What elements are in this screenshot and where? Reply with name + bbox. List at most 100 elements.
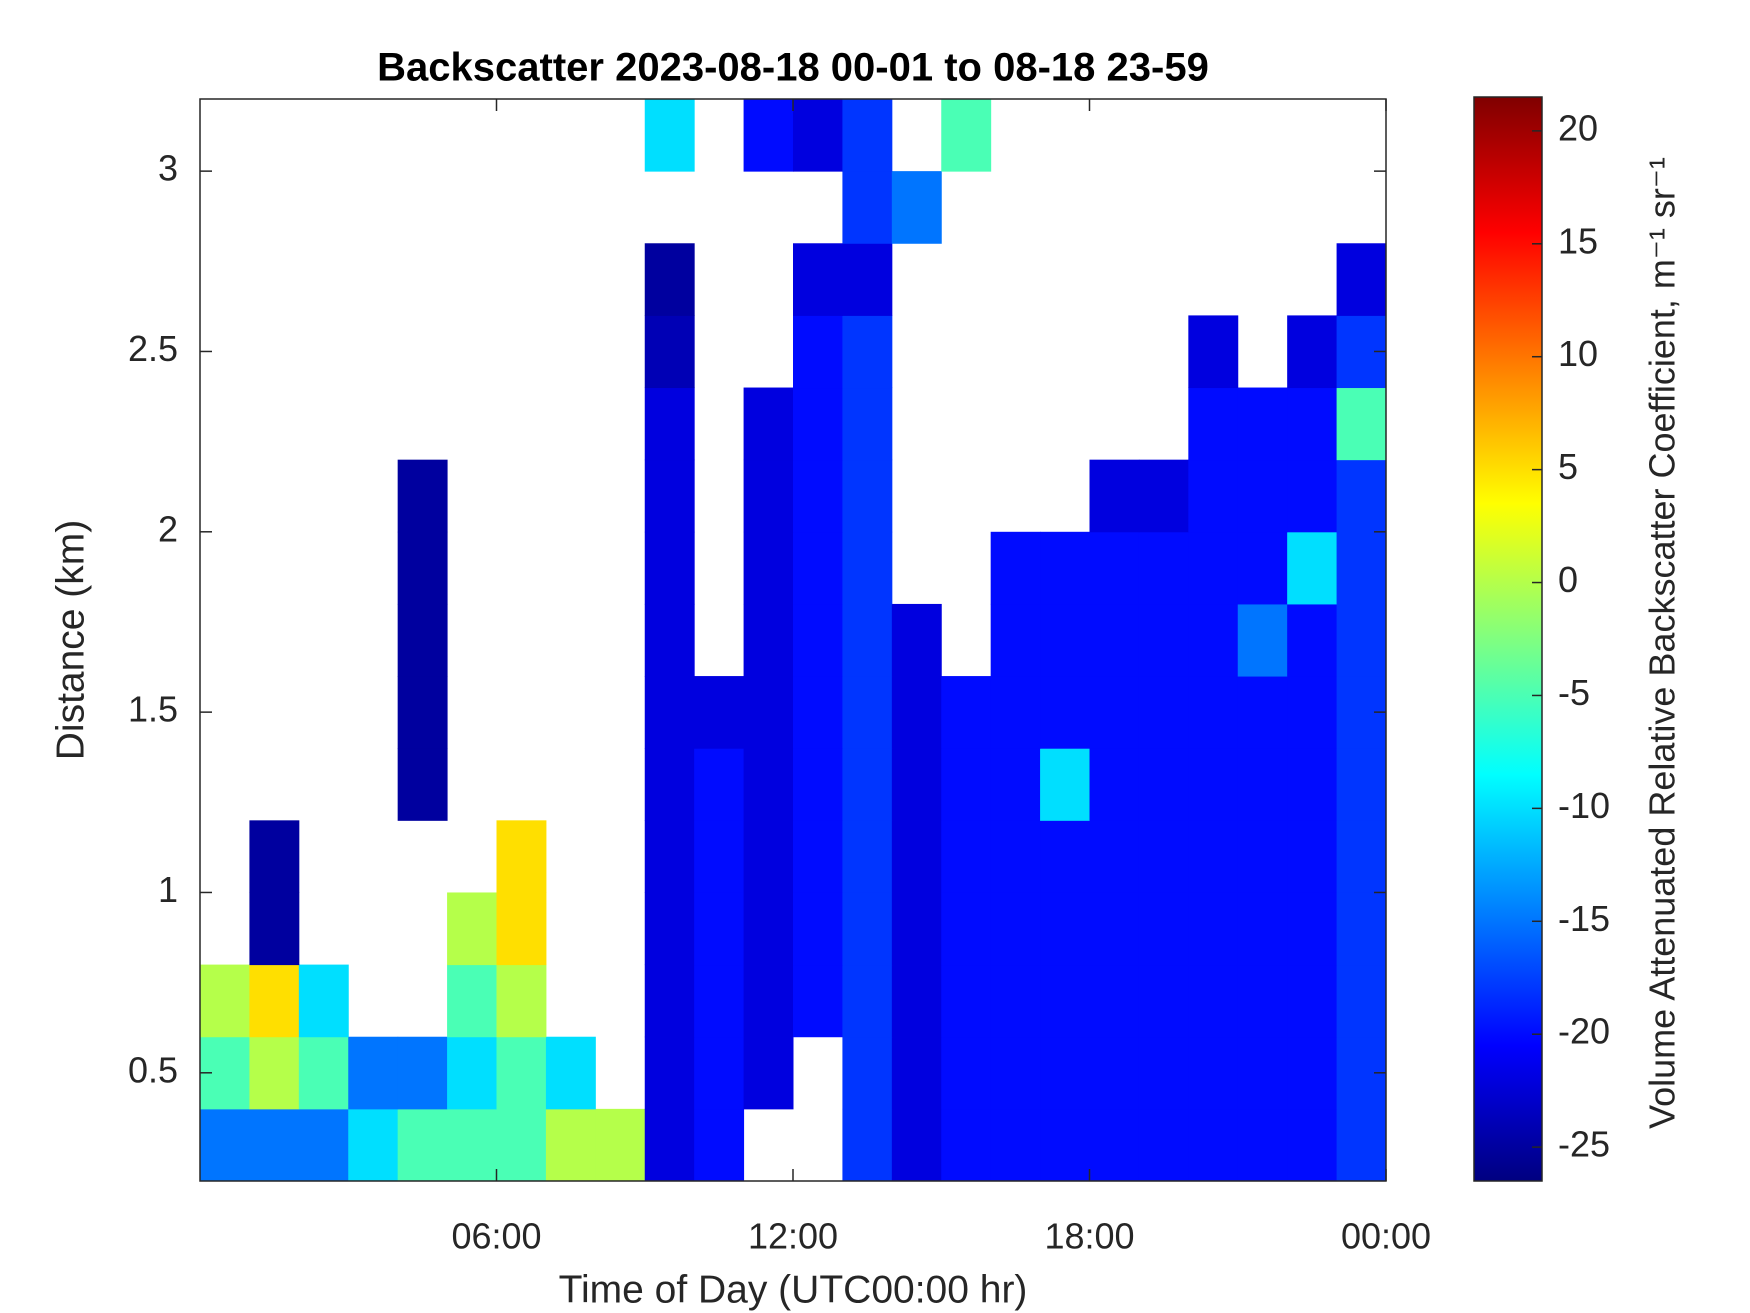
heatmap-cell	[793, 820, 843, 893]
heatmap-cell	[1089, 531, 1140, 605]
x-tick-label: 12:00	[748, 1216, 838, 1257]
y-axis-label: Distance (km)	[49, 520, 92, 761]
heatmap-cell	[694, 1036, 745, 1110]
heatmap-cell	[891, 1036, 942, 1110]
heatmap-cell	[1089, 1036, 1140, 1110]
heatmap-cell	[842, 676, 893, 749]
heatmap-cell	[644, 243, 695, 316]
y-tick-label: 1.5	[128, 689, 178, 730]
heatmap-cell	[1287, 459, 1338, 533]
heatmap-cell	[793, 243, 843, 316]
heatmap-cell	[249, 964, 300, 1038]
heatmap-cell	[694, 820, 745, 893]
heatmap-cell	[249, 1108, 300, 1182]
heatmap-cell	[743, 1036, 794, 1110]
heatmap-cell	[694, 676, 745, 749]
y-tick-label: 2	[158, 508, 178, 549]
heatmap-cell	[1188, 1036, 1239, 1110]
heatmap-cell	[644, 820, 695, 893]
heatmap-cell	[496, 820, 547, 893]
heatmap-cell	[1237, 531, 1288, 605]
heatmap-cell	[1138, 531, 1189, 605]
heatmap-cell	[1040, 748, 1090, 821]
y-tick-label: 2.5	[128, 328, 178, 369]
colorbar-label: Volume Attenuated Relative Backscatter C…	[1642, 157, 1683, 1129]
heatmap-cell	[496, 964, 547, 1038]
heatmap-cell	[397, 603, 448, 677]
heatmap-cell	[496, 1108, 547, 1182]
heatmap-cell	[1336, 243, 1387, 316]
heatmap-cell	[1287, 387, 1338, 461]
heatmap-cell	[1188, 531, 1239, 605]
heatmap-cell	[644, 964, 695, 1038]
heatmap-cell	[1336, 964, 1387, 1038]
heatmap-cell	[842, 892, 893, 966]
heatmap-cell	[1138, 1036, 1189, 1110]
heatmap-cell	[990, 1108, 1041, 1182]
heatmap-cell	[842, 531, 893, 605]
heatmap-cell	[842, 387, 893, 461]
heatmap-cell	[249, 820, 300, 893]
heatmap-cell	[1089, 459, 1140, 533]
heatmap-cell	[644, 315, 695, 389]
heatmap-cell	[545, 1108, 596, 1182]
heatmap-cell	[644, 459, 695, 533]
heatmap-cell	[200, 1108, 250, 1182]
heatmap-cell	[1089, 748, 1140, 821]
heatmap-cell	[990, 892, 1041, 966]
heatmap-cell	[1040, 820, 1090, 893]
heatmap-cell	[644, 603, 695, 677]
colorbar-tick-label: 10	[1558, 333, 1598, 374]
heatmap-cell	[793, 387, 843, 461]
heatmap-cell	[1237, 892, 1288, 966]
heatmap-cell	[694, 892, 745, 966]
heatmap-cell	[1237, 964, 1288, 1038]
heatmap-cell	[1237, 676, 1288, 749]
heatmap-cell	[1287, 820, 1338, 893]
heatmap-cell	[891, 1108, 942, 1182]
heatmap-cell	[1188, 603, 1239, 677]
heatmap-cell	[842, 748, 893, 821]
heatmap-cell	[1336, 459, 1387, 533]
heatmap-cell	[1188, 459, 1239, 533]
heatmap-cell	[793, 315, 843, 389]
x-tick-label: 06:00	[451, 1216, 541, 1257]
heatmap-cell	[1237, 748, 1288, 821]
heatmap-cell	[1287, 1036, 1338, 1110]
colorbar-tick-label: 15	[1558, 220, 1598, 261]
heatmap-cell	[1336, 820, 1387, 893]
heatmap-cell	[595, 1108, 646, 1182]
heatmap-cell	[941, 99, 992, 172]
heatmap-cell	[941, 748, 992, 821]
heatmap-cell	[447, 1036, 497, 1110]
heatmap-cell	[397, 748, 448, 821]
heatmap-cell	[348, 1108, 399, 1182]
heatmap-cell	[990, 676, 1041, 749]
heatmap-cell	[694, 964, 745, 1038]
heatmap-cell	[891, 603, 942, 677]
heatmap-cell	[743, 892, 794, 966]
heatmap-cell	[1138, 820, 1189, 893]
heatmap-cell	[249, 892, 300, 966]
heatmap-cell	[842, 459, 893, 533]
heatmap-cell	[298, 1108, 349, 1182]
heatmap-cell	[1188, 676, 1239, 749]
colorbar-tick-label: -20	[1558, 1011, 1610, 1052]
heatmap-cell	[447, 1108, 497, 1182]
heatmap-cell	[1336, 892, 1387, 966]
heatmap-cell	[644, 99, 695, 172]
heatmap-cell	[743, 676, 794, 749]
heatmap-cell	[793, 531, 843, 605]
heatmap-cell	[1138, 676, 1189, 749]
heatmap-cell	[1287, 531, 1338, 605]
heatmap-cell	[298, 964, 349, 1038]
heatmap-cell	[1336, 748, 1387, 821]
heatmap-cell	[990, 820, 1041, 893]
heatmap-cell	[891, 820, 942, 893]
heatmap-cell	[545, 1036, 596, 1110]
heatmap-cell	[397, 459, 448, 533]
heatmap-cell	[941, 676, 992, 749]
heatmap-cell	[1237, 603, 1288, 677]
heatmap-cell	[1089, 820, 1140, 893]
